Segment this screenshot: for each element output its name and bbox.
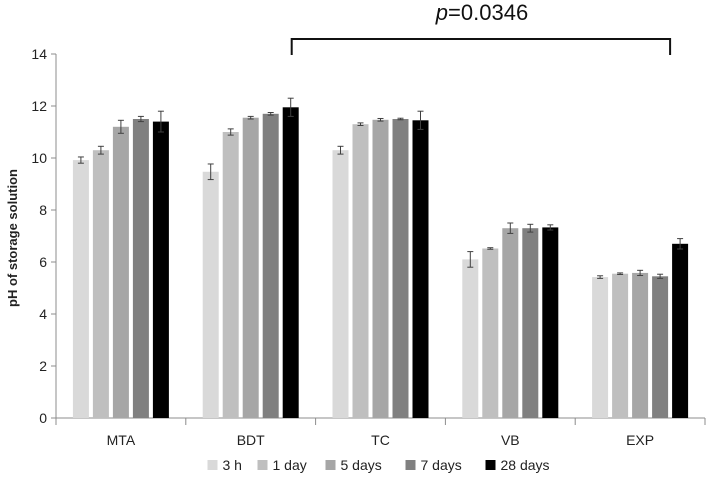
- bar: [542, 227, 559, 418]
- tick-labels: 0 2 4 6 8 10 12 14 MTA BDT TC VB EXP: [31, 46, 654, 448]
- bar: [352, 124, 369, 418]
- y-tick-label: 10: [31, 150, 47, 166]
- bar: [502, 228, 519, 418]
- bar: [522, 228, 539, 418]
- y-tick-label: 14: [31, 46, 47, 62]
- p-value-number: =0.0346: [448, 0, 528, 25]
- y-tick-label: 6: [39, 254, 47, 270]
- bar: [392, 119, 409, 418]
- bar: [152, 121, 169, 418]
- bar: [462, 259, 479, 418]
- bars: [72, 107, 689, 419]
- legend-swatch: [485, 460, 496, 470]
- legend-label: 28 days: [501, 457, 550, 473]
- legend-swatch: [257, 460, 268, 470]
- x-tick-label: TC: [371, 432, 390, 448]
- legend-label: 1 day: [273, 457, 307, 473]
- bar: [372, 119, 389, 418]
- p-value-symbol: p: [435, 0, 448, 25]
- x-tick-label: EXP: [626, 432, 654, 448]
- bar: [72, 160, 89, 418]
- bar: [282, 107, 299, 419]
- bar: [612, 273, 629, 418]
- bar: [242, 117, 259, 418]
- bar: [652, 276, 669, 418]
- legend-label: 3 h: [223, 457, 242, 473]
- y-tick-label: 2: [39, 358, 47, 374]
- legend-swatch: [325, 460, 336, 470]
- y-tick-label: 0: [39, 410, 47, 426]
- p-value-label: p=0.0346: [435, 0, 528, 25]
- y-axis-label: pH of storage solution: [5, 169, 20, 307]
- bar: [482, 248, 499, 418]
- bar: [92, 150, 109, 418]
- legend: 3 h 1 day 5 days 7 days 28 days: [207, 457, 550, 473]
- x-tick-label: VB: [501, 432, 520, 448]
- y-tick-label: 8: [39, 202, 47, 218]
- bar: [592, 277, 609, 418]
- bracket-line: [290, 38, 672, 55]
- bar: [222, 132, 239, 418]
- bar: [112, 126, 129, 419]
- x-tick-label: BDT: [237, 432, 265, 448]
- legend-swatch: [207, 460, 218, 470]
- bar: [132, 119, 149, 418]
- error-bars: [77, 97, 684, 279]
- legend-label: 7 days: [421, 457, 462, 473]
- legend-label: 5 days: [341, 457, 382, 473]
- y-tick-label: 12: [31, 98, 47, 114]
- legend-swatch: [405, 460, 416, 470]
- bar: [672, 243, 689, 418]
- bar: [202, 171, 219, 418]
- significance-bracket: p=0.0346: [290, 0, 672, 55]
- y-tick-label: 4: [39, 306, 47, 322]
- bar: [262, 113, 279, 419]
- bar: [412, 120, 429, 419]
- x-tick-label: MTA: [107, 432, 136, 448]
- bar: [332, 150, 349, 418]
- bar: [632, 272, 649, 418]
